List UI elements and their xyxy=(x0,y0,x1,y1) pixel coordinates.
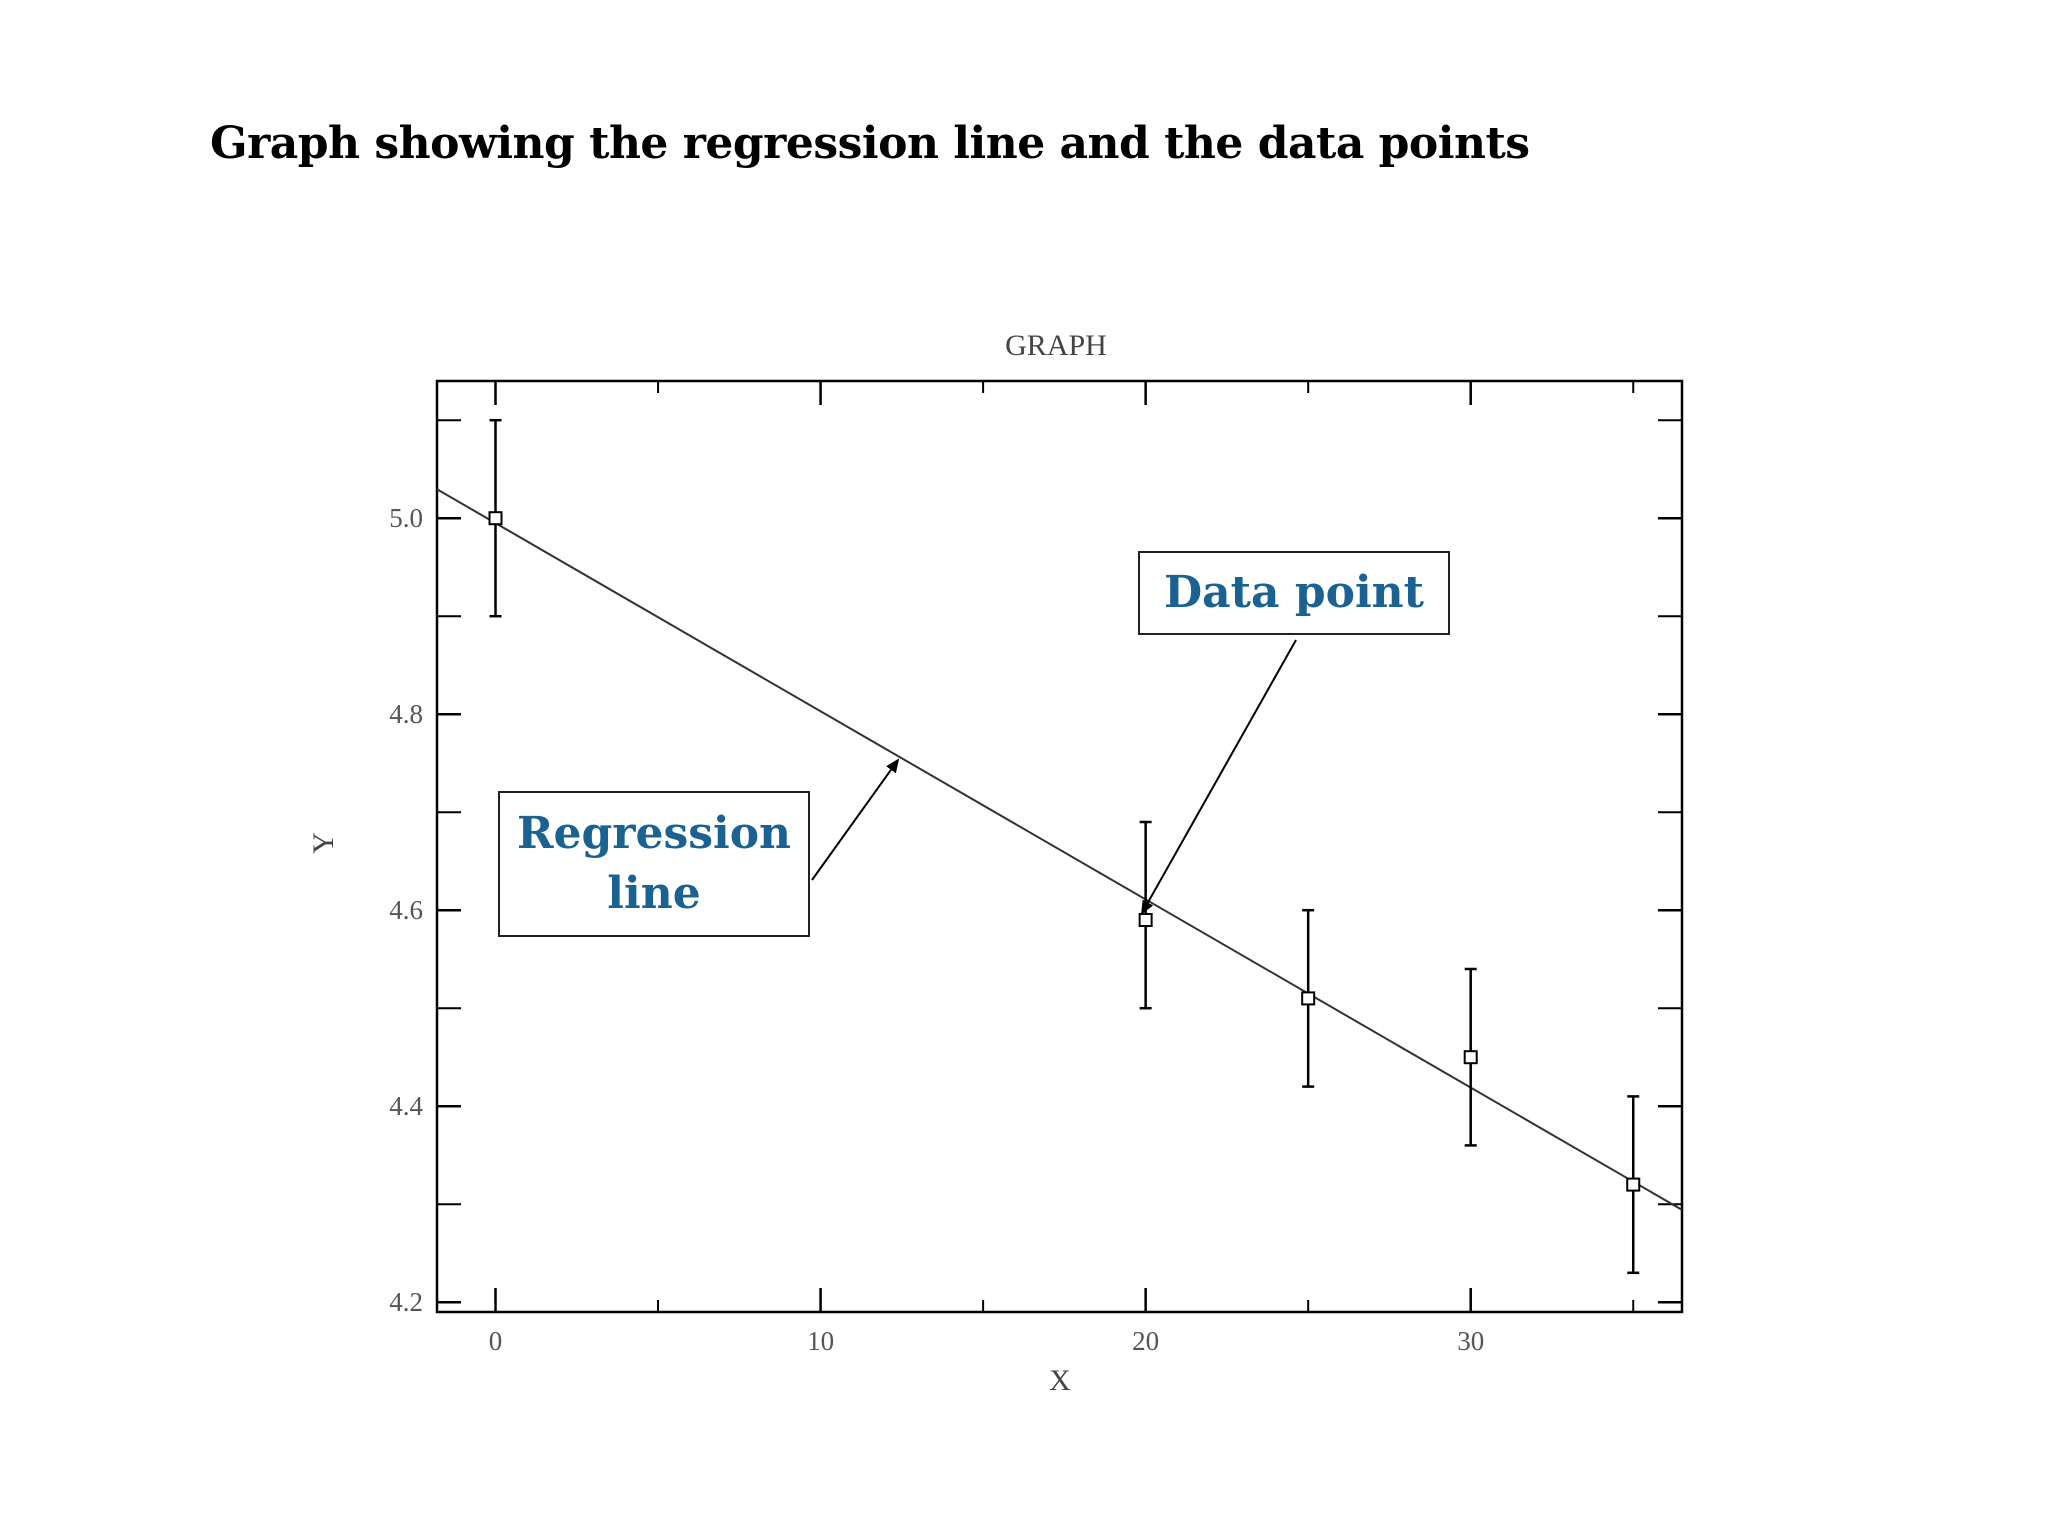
tick-labels: 0 10 20 30 4.2 4.4 4.6 4.8 5.0 xyxy=(389,503,1484,1356)
x-tick-label: 30 xyxy=(1457,1326,1484,1356)
y-tick-label: 4.2 xyxy=(389,1287,423,1317)
chart-title: GRAPH xyxy=(1005,329,1107,362)
data-point xyxy=(1301,908,1316,1088)
point-marker xyxy=(1626,1177,1641,1192)
point-marker xyxy=(488,511,503,526)
y-tick-label: 4.6 xyxy=(389,895,423,925)
y-tick-label: 4.4 xyxy=(389,1091,423,1121)
x-tick-label: 0 xyxy=(489,1326,503,1356)
data-point-callout: Data point xyxy=(1138,551,1450,635)
x-tick-label: 20 xyxy=(1132,1326,1159,1356)
x-tick-label: 10 xyxy=(807,1326,834,1356)
y-tick-label: 4.8 xyxy=(389,699,423,729)
point-marker xyxy=(1463,1050,1478,1065)
axis-ticks xyxy=(437,381,1682,1312)
data-points xyxy=(488,418,1641,1275)
data-point xyxy=(1463,967,1478,1147)
regression-line xyxy=(436,488,1683,1211)
x-axis-label: X xyxy=(1049,1364,1071,1397)
data-point-arrow xyxy=(1141,639,1297,915)
data-point xyxy=(488,418,503,618)
point-marker xyxy=(1138,913,1153,927)
regression-callout-line2: line xyxy=(607,868,701,919)
regression-callout-line1: Regression xyxy=(516,808,792,859)
plot-frame xyxy=(435,379,1684,1314)
y-tick-label: 5.0 xyxy=(389,503,423,533)
y-axis-label: Y xyxy=(307,832,340,854)
data-point xyxy=(1626,1095,1641,1275)
data-point xyxy=(1138,820,1153,1010)
point-marker xyxy=(1301,991,1316,1006)
data-point-callout-label: Data point xyxy=(1164,567,1424,618)
slide-title: Graph showing the regression line and th… xyxy=(210,118,1530,169)
regression-line-callout: Regression line xyxy=(498,791,810,937)
regression-arrow xyxy=(811,758,900,881)
